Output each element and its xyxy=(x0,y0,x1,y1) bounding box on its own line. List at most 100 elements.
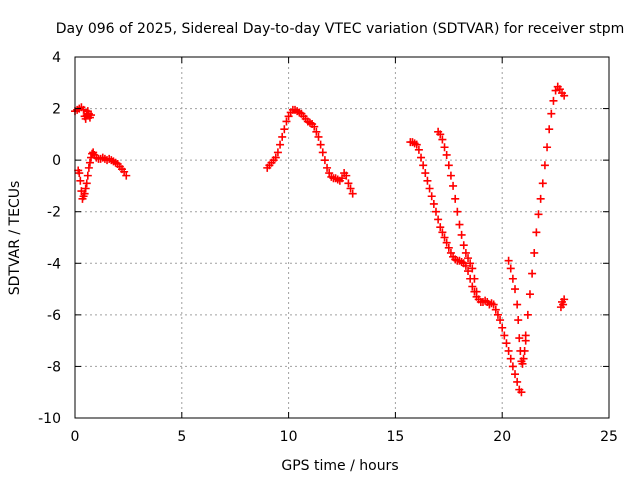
data-point xyxy=(528,269,537,278)
data-point xyxy=(504,256,513,265)
data-point xyxy=(506,264,515,273)
data-point xyxy=(81,184,90,193)
y-tick-label: -8 xyxy=(47,359,61,375)
data-point xyxy=(472,287,481,296)
data-point xyxy=(419,161,428,170)
data-point xyxy=(344,179,353,188)
data-marks xyxy=(71,82,569,397)
data-point xyxy=(75,169,84,178)
data-point xyxy=(538,179,547,188)
data-point xyxy=(518,359,527,368)
data-point xyxy=(513,377,522,386)
data-point xyxy=(514,316,523,325)
y-tick-label: -2 xyxy=(47,205,61,221)
data-point xyxy=(423,176,432,185)
data-point xyxy=(444,161,453,170)
x-tick-label: 0 xyxy=(71,429,80,445)
data-point xyxy=(80,189,89,198)
data-point xyxy=(453,207,462,216)
data-point xyxy=(425,184,434,193)
data-point xyxy=(434,215,443,224)
data-point xyxy=(498,323,507,332)
data-point xyxy=(502,339,511,348)
data-point xyxy=(457,230,466,239)
data-point xyxy=(451,194,460,203)
data-point xyxy=(520,346,529,355)
data-point xyxy=(429,199,438,208)
data-point xyxy=(122,171,131,180)
data-point xyxy=(271,153,280,162)
data-point xyxy=(461,248,470,257)
data-point xyxy=(85,158,94,167)
data-point xyxy=(560,91,569,100)
data-point xyxy=(508,274,517,283)
chart-title: Day 096 of 2025, Sidereal Day-to-day VTE… xyxy=(56,21,625,37)
series-seg-f xyxy=(504,256,530,368)
y-tick-label: -6 xyxy=(47,308,61,324)
data-point xyxy=(491,305,500,314)
y-tick-label: 4 xyxy=(52,50,61,66)
x-tick-label: 15 xyxy=(386,429,404,445)
data-point xyxy=(346,184,355,193)
data-point xyxy=(442,150,451,159)
y-axis-label: SDTVAR / TECUs xyxy=(7,181,23,296)
data-point xyxy=(504,346,513,355)
data-point xyxy=(314,132,323,141)
series-seg-g xyxy=(521,82,569,340)
axis-ticks: 0 5 10 15 20 25 -10 -8 -6 -4 -2 0 2 4 xyxy=(38,50,618,445)
data-point xyxy=(412,140,421,149)
data-point xyxy=(431,207,440,216)
data-point xyxy=(536,194,545,203)
grid-lines xyxy=(75,57,609,418)
data-point xyxy=(489,300,498,309)
data-point xyxy=(500,331,509,340)
x-tick-label: 20 xyxy=(493,429,511,445)
data-point xyxy=(436,223,445,232)
plot-frame xyxy=(74,56,610,419)
data-point xyxy=(84,163,93,172)
data-point xyxy=(348,189,357,198)
data-point xyxy=(440,143,449,152)
data-point xyxy=(468,264,477,273)
data-point xyxy=(547,109,556,118)
data-point xyxy=(421,169,430,178)
data-point xyxy=(312,127,321,136)
data-point xyxy=(449,181,458,190)
series-seg-e xyxy=(434,127,481,296)
data-point xyxy=(496,316,505,325)
series-seg-d xyxy=(406,138,526,397)
data-point xyxy=(545,125,554,134)
data-point xyxy=(276,140,285,149)
y-tick-label: -10 xyxy=(38,411,61,427)
data-point xyxy=(468,282,477,291)
data-point xyxy=(506,354,515,363)
data-point xyxy=(455,220,464,229)
data-point xyxy=(523,310,532,319)
data-point xyxy=(414,145,423,154)
data-point xyxy=(511,285,520,294)
data-point xyxy=(464,267,473,276)
x-tick-label: 25 xyxy=(600,429,618,445)
data-point xyxy=(440,233,449,242)
data-point xyxy=(320,156,329,165)
data-point xyxy=(493,310,502,319)
data-point xyxy=(519,354,528,363)
data-point xyxy=(513,300,522,309)
series-seg-c xyxy=(263,105,357,198)
data-point xyxy=(543,143,552,152)
data-point xyxy=(534,210,543,219)
data-point xyxy=(560,295,569,304)
data-point xyxy=(438,228,447,237)
series-seg-b xyxy=(74,148,131,203)
data-point xyxy=(511,370,520,379)
x-tick-label: 5 xyxy=(177,429,186,445)
x-axis-label: GPS time / hours xyxy=(281,458,398,474)
y-tick-label: 2 xyxy=(52,102,61,118)
data-point xyxy=(282,117,291,126)
data-point xyxy=(87,111,96,120)
series-seg-h xyxy=(556,295,569,312)
data-point xyxy=(81,114,90,123)
data-point xyxy=(549,96,558,105)
data-point xyxy=(417,153,426,162)
